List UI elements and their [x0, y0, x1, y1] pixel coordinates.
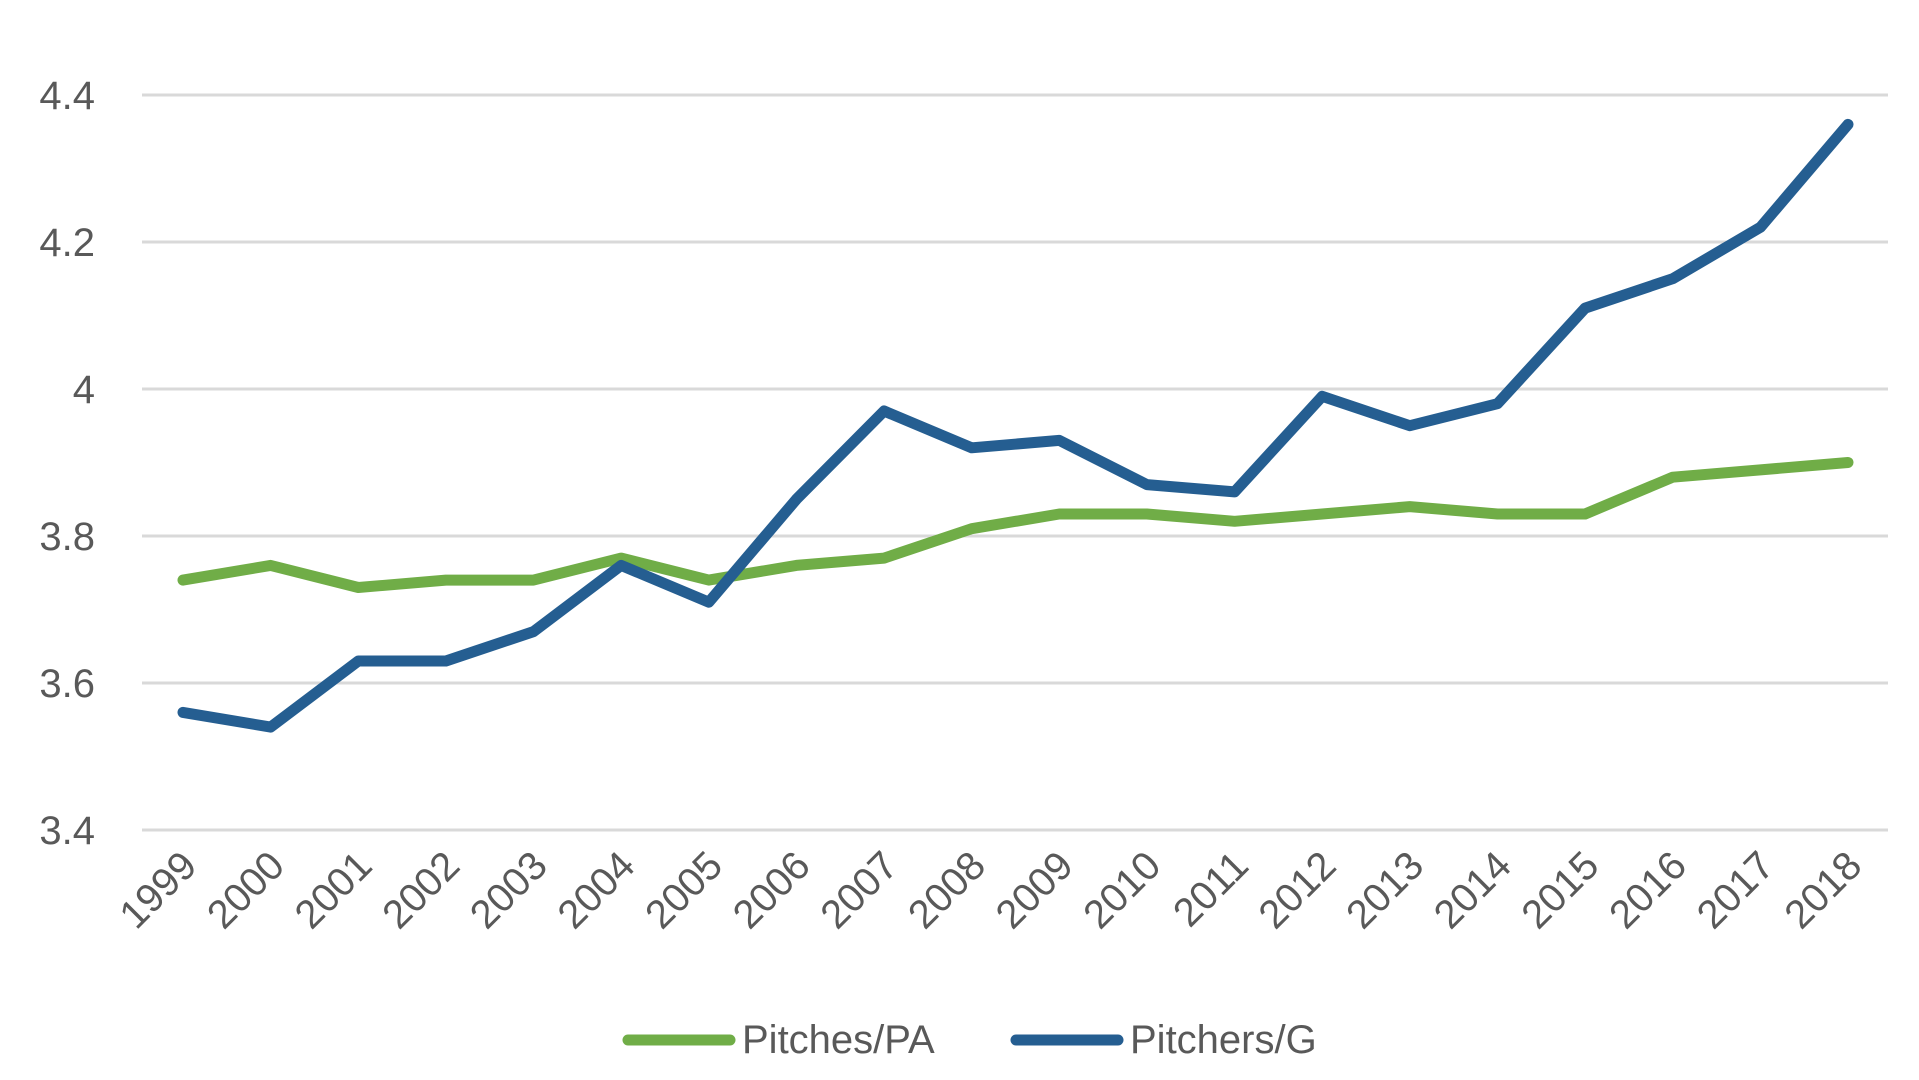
y-tick-label: 3.8 [39, 515, 95, 559]
x-tick-label: 2005 [637, 843, 731, 937]
y-tick-label: 4.2 [39, 221, 95, 265]
x-axis-tick-labels: 1999200020012002200320042005200620072008… [111, 843, 1870, 937]
y-axis-tick-labels: 3.4 3.6 3.8 4 4.2 4.4 [39, 74, 95, 853]
x-tick-label: 2006 [725, 843, 819, 937]
y-tick-label: 3.6 [39, 662, 95, 706]
legend-label: Pitchers/G [1130, 1018, 1317, 1062]
series-line-pitches-pa [177, 457, 1854, 593]
x-tick-label: 2017 [1689, 843, 1783, 937]
x-tick-label: 2009 [988, 843, 1082, 937]
series-lines [177, 118, 1854, 733]
x-tick-label: 2011 [1165, 843, 1257, 935]
y-tick-label: 3.4 [39, 809, 95, 853]
x-tick-label: 1999 [111, 843, 205, 937]
x-tick-label: 2008 [900, 843, 994, 937]
x-tick-label: 2001 [287, 843, 381, 937]
x-tick-label: 2002 [374, 843, 468, 937]
legend: Pitches/PA Pitchers/G [622, 1018, 1317, 1062]
series-line-pitchers-g [177, 118, 1854, 733]
x-tick-label: 2012 [1251, 843, 1345, 937]
x-tick-label: 2000 [199, 843, 293, 937]
legend-label: Pitches/PA [742, 1018, 935, 1062]
x-tick-label: 2010 [1075, 843, 1169, 937]
x-tick-label: 2003 [462, 843, 556, 937]
y-tick-label: 4.4 [39, 74, 95, 118]
x-tick-label: 2016 [1601, 843, 1695, 937]
y-tick-label: 4 [73, 368, 95, 412]
x-tick-label: 2004 [549, 843, 643, 937]
x-tick-label: 2018 [1776, 843, 1870, 937]
x-tick-label: 2014 [1426, 843, 1520, 937]
gridlines [142, 93, 1888, 832]
x-tick-label: 2007 [812, 843, 906, 937]
x-tick-label: 2015 [1513, 843, 1607, 937]
x-tick-label: 2013 [1338, 843, 1432, 937]
